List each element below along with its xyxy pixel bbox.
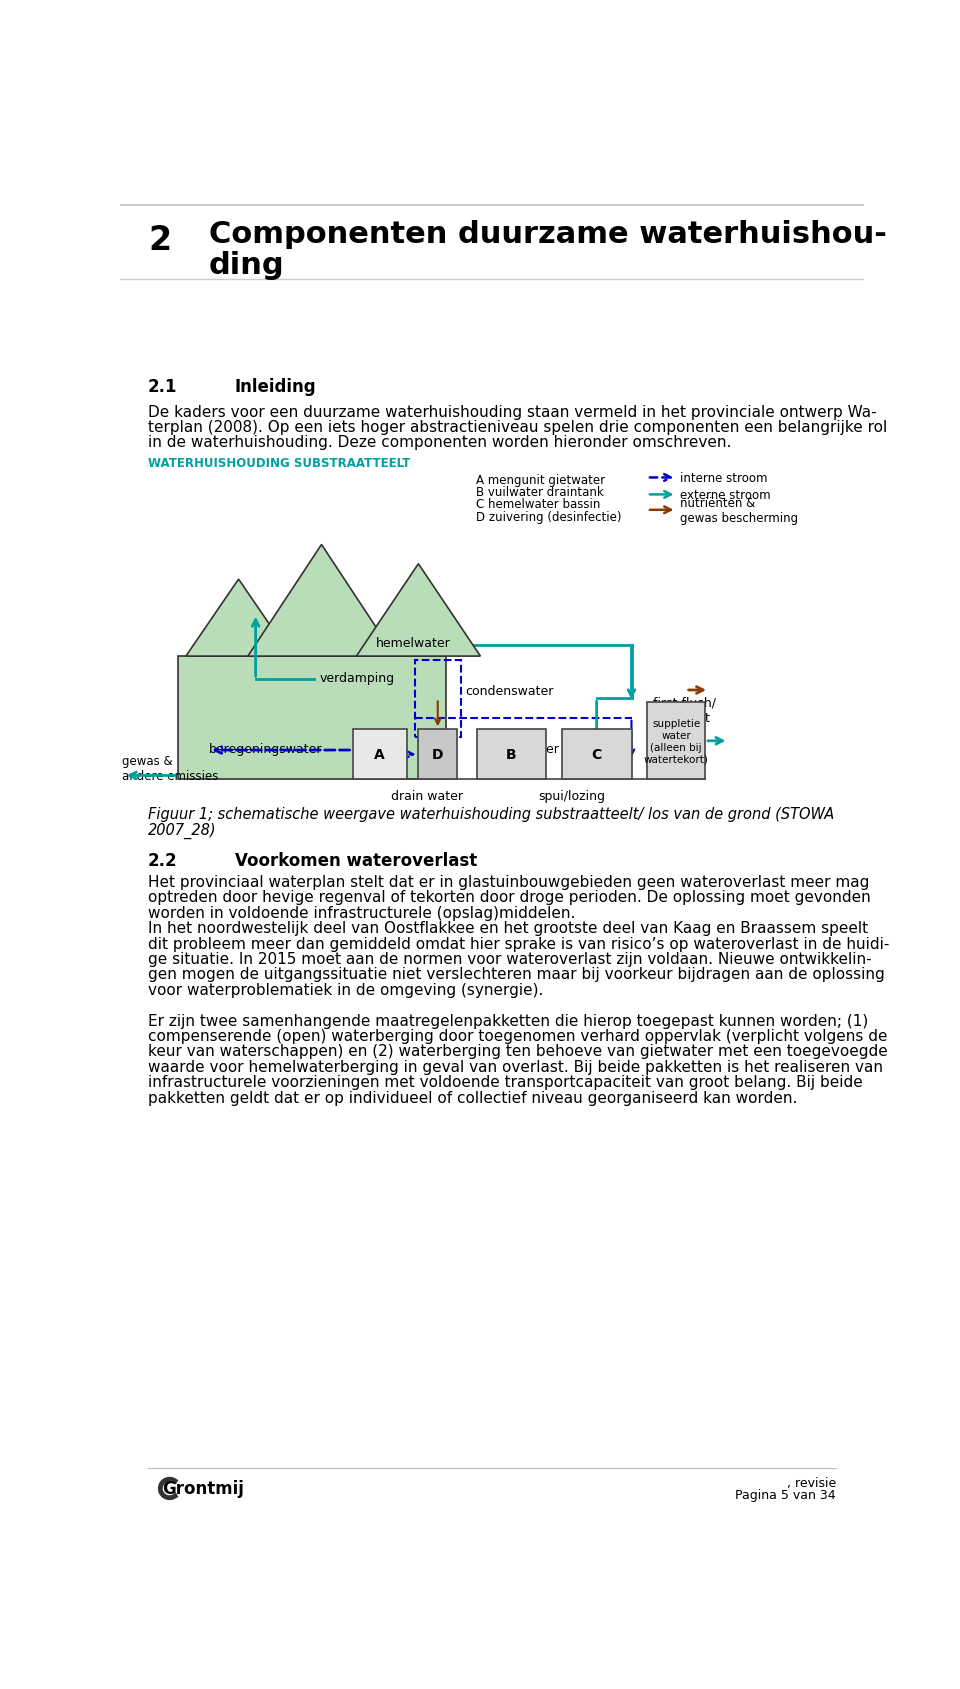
Bar	[352, 730, 407, 780]
Text: D: D	[432, 748, 444, 762]
Text: Grontmij: Grontmij	[162, 1480, 244, 1498]
Text: infrastructurele voorzieningen met voldoende transportcapaciteit van groot belan: infrastructurele voorzieningen met voldo…	[148, 1074, 863, 1089]
Text: compenserende (open) waterberging door toegenomen verhard oppervlak (verplicht v: compenserende (open) waterberging door t…	[148, 1029, 887, 1044]
Text: drain water: drain water	[392, 789, 464, 802]
Text: gen mogen de uitgangssituatie niet verslechteren maar bij voorkeur bijdragen aan: gen mogen de uitgangssituatie niet versl…	[148, 966, 885, 981]
Text: ge situatie. In 2015 moet aan de normen voor wateroverlast zijn voldaan. Nieuwe : ge situatie. In 2015 moet aan de normen …	[148, 951, 872, 966]
Text: gietwater: gietwater	[500, 743, 560, 755]
Text: Inleiding: Inleiding	[234, 378, 317, 397]
Text: interne stroom: interne stroom	[681, 471, 768, 485]
Text: C: C	[591, 748, 602, 762]
Text: dit probleem meer dan gemiddeld omdat hier sprake is van risico’s op wateroverla: dit probleem meer dan gemiddeld omdat hi…	[148, 936, 889, 951]
Polygon shape	[248, 546, 396, 657]
Text: ding: ding	[209, 250, 285, 279]
Text: C hemelwater bassin: C hemelwater bassin	[476, 498, 601, 512]
Polygon shape	[356, 564, 480, 657]
Text: 2.1: 2.1	[148, 378, 178, 397]
Text: optreden door hevige regenval of tekorten door droge perioden. De oplossing moet: optreden door hevige regenval of tekorte…	[148, 890, 871, 905]
Text: Figuur 1; schematische weergave waterhuishouding substraatteelt/ los van de gron: Figuur 1; schematische weergave waterhui…	[148, 807, 834, 823]
Text: spui/lozing: spui/lozing	[539, 789, 606, 802]
Text: pakketten geldt dat er op individueel of collectief niveau georganiseerd kan wor: pakketten geldt dat er op individueel of…	[148, 1089, 797, 1105]
Text: in de waterhuishouding. Deze componenten worden hieronder omschreven.: in de waterhuishouding. Deze componenten…	[148, 436, 732, 449]
Text: nutriënten &
gewas bescherming: nutriënten & gewas bescherming	[681, 497, 799, 525]
Text: Componenten duurzame waterhuishou-: Componenten duurzame waterhuishou-	[209, 220, 887, 248]
Text: externe stroom: externe stroom	[681, 488, 771, 502]
Text: keur van waterschappen) en (2) waterberging ten behoeve van gietwater met een to: keur van waterschappen) en (2) waterberg…	[148, 1044, 888, 1059]
Text: beregeningswater: beregeningswater	[209, 743, 323, 755]
Text: voor waterproblematiek in de omgeving (synergie).: voor waterproblematiek in de omgeving (s…	[148, 983, 543, 997]
Text: suppletie
water
(alleen bij
watertekort): suppletie water (alleen bij watertekort)	[643, 720, 708, 763]
Text: terplan (2008). Op een iets hoger abstractieniveau spelen drie componenten een b: terplan (2008). Op een iets hoger abstra…	[148, 419, 887, 434]
Bar	[476, 730, 546, 780]
Bar	[647, 703, 706, 780]
Text: Het provinciaal waterplan stelt dat er in glastuinbouwgebieden geen wateroverlas: Het provinciaal waterplan stelt dat er i…	[148, 875, 869, 890]
Text: D zuivering (desinfectie): D zuivering (desinfectie)	[476, 510, 622, 524]
Text: A mengunit gietwater: A mengunit gietwater	[476, 473, 606, 486]
Text: 2.2: 2.2	[148, 851, 178, 870]
Bar	[415, 660, 461, 738]
Text: worden in voldoende infrastructurele (opslag)middelen.: worden in voldoende infrastructurele (op…	[148, 905, 575, 921]
Text: first flush/
overstort: first flush/ overstort	[653, 696, 716, 725]
Text: , revisie: , revisie	[787, 1476, 836, 1490]
Text: A: A	[374, 748, 385, 762]
Text: WATERHUISHOUDING SUBSTRAATTEELT: WATERHUISHOUDING SUBSTRAATTEELT	[148, 456, 410, 470]
Text: waarde voor hemelwaterberging in geval van overlast. Bij beide pakketten is het : waarde voor hemelwaterberging in geval v…	[148, 1059, 883, 1074]
Text: Er zijn twee samenhangende maatregelenpakketten die hierop toegepast kunnen word: Er zijn twee samenhangende maatregelenpa…	[148, 1013, 868, 1029]
Text: condenswater: condenswater	[465, 684, 553, 698]
Text: Pagina 5 van 34: Pagina 5 van 34	[735, 1488, 836, 1502]
Polygon shape	[186, 579, 291, 657]
Bar	[562, 730, 632, 780]
Text: 2: 2	[148, 225, 171, 257]
Text: In het noordwestelijk deel van Oostflakkee en het grootste deel van Kaag en Braa: In het noordwestelijk deel van Oostflakk…	[148, 921, 868, 936]
Text: B vuilwater draintank: B vuilwater draintank	[476, 486, 604, 498]
Text: De kaders voor een duurzame waterhuishouding staan vermeld in het provinciale on: De kaders voor een duurzame waterhuishou…	[148, 404, 876, 419]
Text: verdamping: verdamping	[320, 672, 396, 684]
Bar	[419, 730, 457, 780]
Text: 2007_28): 2007_28)	[148, 823, 217, 838]
Text: Voorkomen wateroverlast: Voorkomen wateroverlast	[234, 851, 477, 870]
Text: hemelwater: hemelwater	[375, 637, 450, 649]
Bar	[179, 657, 445, 780]
Text: B: B	[506, 748, 516, 762]
Text: gewas &
andere emissies: gewas & andere emissies	[122, 755, 218, 782]
